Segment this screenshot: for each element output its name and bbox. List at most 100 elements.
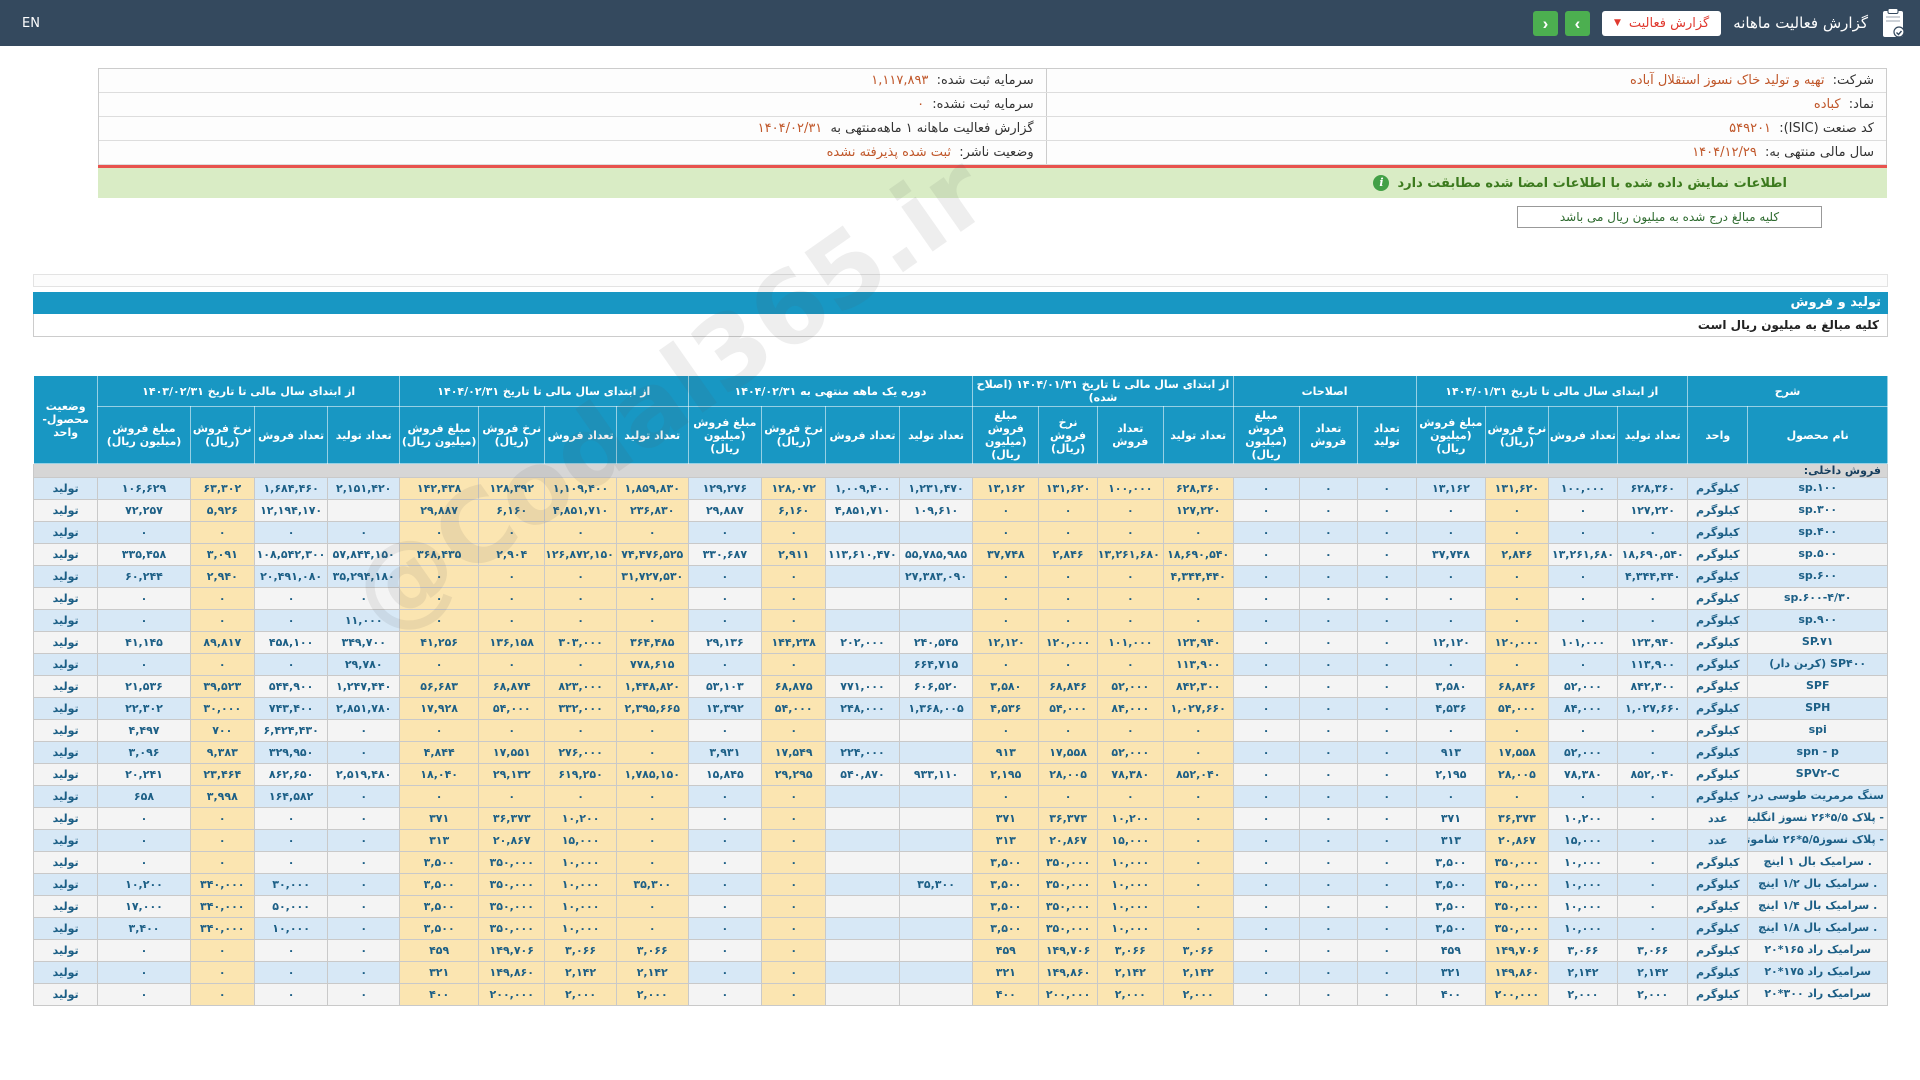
product-name: SPH <box>1805 701 1831 715</box>
data-cell: ۱۴۹,۷۰۶ <box>1485 939 1549 962</box>
data-cell: ۰ <box>1298 631 1359 654</box>
data-cell: ۰ <box>97 829 191 852</box>
data-cell: ۰ <box>253 851 329 874</box>
data-cell: ۰ <box>1617 609 1689 632</box>
data-cell: ۰ <box>1357 543 1417 566</box>
data-cell: ۳۰۳,۰۰۰ <box>544 631 617 654</box>
data-cell: ۰ <box>615 609 689 632</box>
product-name-cell: سرامیک راد ۳۰۰*۲۰ <box>1747 983 1888 1006</box>
unit-cell: کیلوگرم <box>1687 763 1749 786</box>
data-cell: ۱۰,۲۰۰ <box>97 873 191 896</box>
data-cell: ۰ <box>1485 653 1549 676</box>
column-header: مبلغ فروش (میلیون ریال) <box>1415 406 1487 464</box>
data-cell: ۴۱,۱۴۵ <box>97 631 191 654</box>
data-cell: ۵۴,۰۰۰ <box>1485 697 1549 720</box>
data-cell: ۴۱,۲۵۶ <box>399 631 480 654</box>
data-cell: ۰ <box>687 939 763 962</box>
data-cell: ۸۵۲,۰۴۰ <box>1162 763 1234 786</box>
data-cell: ۰ <box>687 873 763 896</box>
data-cell: ۰ <box>761 961 827 984</box>
data-cell: ۲,۱۹۵ <box>1415 763 1487 786</box>
product-name-cell: sp.۶۰۰ <box>1747 565 1888 588</box>
data-cell: ۳۷,۷۴۸ <box>1415 543 1487 566</box>
data-cell: ۱۰,۰۰۰ <box>1096 895 1164 918</box>
product-name: sp.۶۰۰-۴/۳۰ <box>1783 591 1852 605</box>
status-cell: تولید <box>32 917 99 940</box>
data-cell: ۰ <box>399 587 480 610</box>
product-name-cell: sp.۴۰۰ <box>1747 521 1888 544</box>
language-en-link[interactable]: EN <box>22 15 40 31</box>
status-cell: تولید <box>32 895 99 918</box>
data-cell: ۴,۵۳۶ <box>1415 697 1487 720</box>
group-header: اصلاحات <box>1232 375 1417 407</box>
production-sales-table: شرح از ابتدای سال مالی تا تاریخ ۱۴۰۴/۰۱/۳… <box>32 375 1888 1006</box>
data-cell: ۱۰,۰۰۰ <box>544 917 617 940</box>
data-cell: ۰ <box>615 829 689 852</box>
report-type-label: گزارش فعالیت <box>1628 15 1710 31</box>
product-name-cell: . سرامیک بال ۱/۲ اینچ <box>1747 873 1888 896</box>
column-header: تعداد تولید <box>898 406 974 464</box>
clipboard-report-icon <box>1880 8 1906 38</box>
product-name: . سرامیک بال ۱ اینچ <box>1763 855 1872 869</box>
data-cell: ۳۵,۲۹۴,۱۸۰ <box>327 565 401 588</box>
data-cell: ۲,۵۱۹,۴۸۰ <box>327 763 401 786</box>
data-cell: ۰ <box>761 653 827 676</box>
data-cell: ۳,۰۶۶ <box>1617 939 1689 962</box>
data-cell: ۰ <box>761 873 827 896</box>
data-cell: ۲,۹۴۰ <box>189 565 255 588</box>
data-cell: ۰ <box>253 983 329 1006</box>
company-info-row: کد صنعت (ISIC): ۵۴۹۲۰۱ گزارش فعالیت ماهان… <box>99 116 1886 141</box>
data-cell: ۰ <box>761 785 827 808</box>
data-cell: ۳۵۰,۰۰۰ <box>478 895 546 918</box>
data-cell: ۳۵,۳۰۰ <box>898 873 974 896</box>
product-name: سرامیک راد ۱۷۵*۲۰ <box>1764 965 1872 979</box>
data-cell: ۰ <box>189 829 255 852</box>
data-cell: ۰ <box>761 609 827 632</box>
data-cell: ۶۵۸ <box>97 785 191 808</box>
data-cell: ۰ <box>687 653 763 676</box>
data-cell: ۵۴,۰۰۰ <box>478 697 546 720</box>
data-cell: ۱۴۲,۴۳۸ <box>399 477 480 500</box>
data-cell: ۳۳۰,۶۸۷ <box>687 543 763 566</box>
data-cell: ۰ <box>1357 939 1417 962</box>
data-cell: ۰ <box>687 895 763 918</box>
data-cell: ۴۰۰ <box>972 983 1040 1006</box>
data-cell: ۲۰۰,۰۰۰ <box>1485 983 1549 1006</box>
data-cell: ۰ <box>1415 785 1487 808</box>
data-cell: ۴۵۹ <box>1415 939 1487 962</box>
data-cell: ۱۴۹,۷۰۶ <box>478 939 546 962</box>
product-name: sp.۱۰۰ <box>1798 481 1838 495</box>
data-cell: ۰ <box>1096 521 1164 544</box>
previous-report-button[interactable]: ‹ <box>1532 10 1558 36</box>
data-cell: ۳۱۳ <box>972 829 1040 852</box>
data-cell: ۰ <box>1096 785 1164 808</box>
data-cell: ۲,۹۰۴ <box>478 543 546 566</box>
data-cell <box>825 939 900 962</box>
data-cell: ۲۹,۲۹۵ <box>761 763 827 786</box>
data-cell: ۰ <box>687 829 763 852</box>
data-cell <box>825 609 900 632</box>
table-row: - پلاک ۵/۵*۲۶ نسوز انگلیسی روشنعدد۰۱۰,۲۰… <box>32 807 1888 830</box>
data-cell: ۱۴۹,۸۶۰ <box>478 961 546 984</box>
data-cell: ۰ <box>1162 719 1234 742</box>
next-report-button[interactable]: › <box>1564 10 1590 36</box>
data-cell: ۰ <box>1485 521 1549 544</box>
column-header: نرخ فروش (ریال) <box>478 406 546 464</box>
status-cell: تولید <box>32 609 99 632</box>
data-cell: ۰ <box>327 983 401 1006</box>
report-type-dropdown[interactable]: گزارش فعالیت ▼ <box>1601 10 1722 36</box>
data-cell: ۰ <box>1357 697 1417 720</box>
product-name-cell: - پلاک نسوز۵/۵*۲۶ شاموتی رندوم درجه ۲ <box>1747 829 1888 852</box>
data-cell: ۰ <box>1232 873 1300 896</box>
data-cell: ۳۵۰,۰۰۰ <box>1038 873 1098 896</box>
data-cell: ۰ <box>327 829 401 852</box>
data-cell: ۰ <box>1357 895 1417 918</box>
data-cell: ۱۰۶,۶۲۹ <box>97 477 191 500</box>
table-row: sp.۴۰۰ کیلوگرم ۰ ۰ ۰ ۰ ۰ ۰ ۰ ۰ ۰ ۰ ۰ ۰ ۰ ۰ ۰ ۰ ۰ ۰ ۰ ۰ ۰ تولید <box>32 521 1888 544</box>
data-cell: ۳,۵۸۰ <box>972 675 1040 698</box>
data-cell: ۰ <box>1547 499 1619 522</box>
status-cell: تولید <box>32 741 99 764</box>
data-cell: ۲۰۰,۰۰۰ <box>1038 983 1098 1006</box>
data-cell: ۳,۰۶۶ <box>544 939 617 962</box>
